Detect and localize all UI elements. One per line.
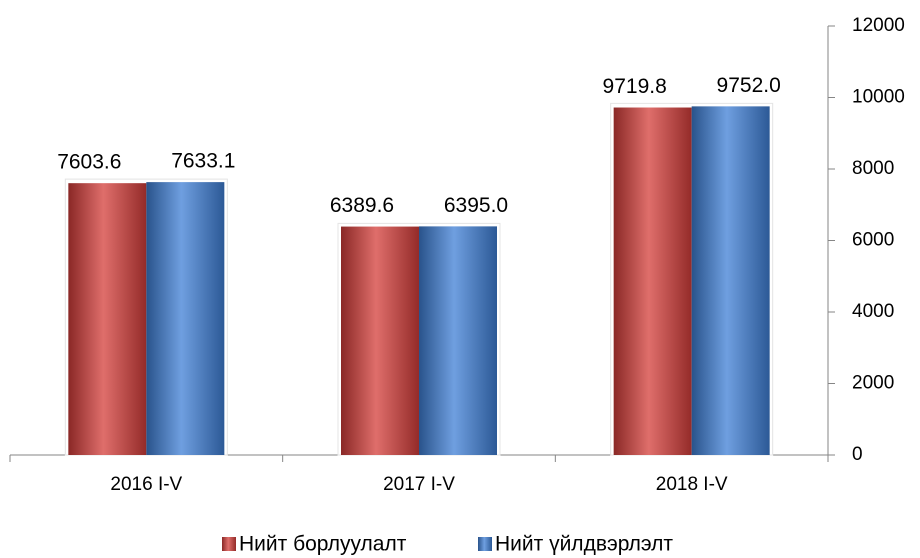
bar <box>691 106 770 455</box>
bar <box>613 107 692 455</box>
y-tick-label: 12000 <box>852 15 905 36</box>
data-label: 9752.0 <box>717 74 781 97</box>
y-tick-label: 2000 <box>852 373 894 394</box>
bar <box>341 226 419 455</box>
legend-label: Нийт үйлдвэрлэлт <box>495 533 673 556</box>
y-tick-label: 8000 <box>852 158 894 179</box>
data-label: 7633.1 <box>171 150 235 173</box>
y-tick-label: 10000 <box>852 87 905 108</box>
y-tick-label: 4000 <box>852 301 894 322</box>
x-tick-label: 2016 I-V <box>110 474 182 495</box>
bar <box>146 182 225 455</box>
bar <box>419 226 497 455</box>
legend-label: Нийт борлуулалт <box>239 533 407 556</box>
x-tick-label: 2018 I-V <box>656 474 728 495</box>
legend-swatch <box>222 537 236 551</box>
y-tick-label: 6000 <box>852 230 894 251</box>
data-label: 6389.6 <box>330 194 394 217</box>
data-label: 7603.6 <box>57 151 121 174</box>
x-tick-label: 2017 I-V <box>383 474 455 495</box>
data-label: 6395.0 <box>444 194 508 217</box>
legend-swatch <box>478 537 492 551</box>
data-label: 9719.8 <box>603 75 667 98</box>
bar <box>68 183 147 455</box>
y-tick-label: 0 <box>852 444 863 465</box>
